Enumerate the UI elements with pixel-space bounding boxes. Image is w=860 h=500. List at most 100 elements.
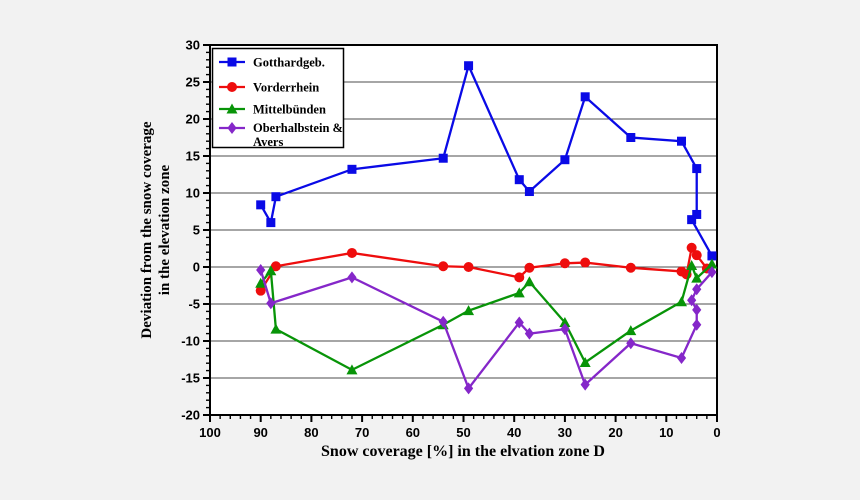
marker-circle	[227, 82, 237, 92]
axes: 100 90 80 70 60 50 40 30 20 10 0-20-15-10-50510152…	[181, 38, 720, 441]
marker-circle	[255, 285, 266, 296]
x-axis-title: Snow coverage [%] in the elvation zone D	[321, 443, 605, 460]
data-series	[255, 61, 718, 395]
series-gotthardgeb	[256, 61, 717, 261]
marker-diamond	[687, 294, 697, 307]
marker-triangle	[265, 265, 277, 276]
marker-triangle	[226, 103, 238, 114]
x-tick-label-90: 90	[253, 425, 267, 440]
marker-square	[266, 218, 276, 228]
x-tick-label-60: 60	[406, 425, 420, 440]
marker-triangle	[270, 323, 282, 334]
y-tick-label-20: 20	[186, 112, 200, 127]
marker-square	[626, 133, 636, 142]
y-tick-label--20: -20	[181, 408, 200, 423]
y-axis-title-line2: in the elevation zone	[157, 164, 173, 295]
marker-diamond	[692, 303, 702, 316]
marker-circle	[346, 247, 357, 258]
y-tick-label-0: 0	[193, 260, 200, 275]
marker-diamond	[463, 382, 474, 395]
y-axis-title-line1: Deviation from the snow coverage	[139, 121, 155, 339]
y-tick-label-10: 10	[186, 186, 200, 201]
marker-square	[464, 61, 474, 71]
x-tick-label-80: 80	[304, 425, 318, 440]
marker-diamond	[438, 315, 448, 328]
marker-circle	[270, 261, 281, 272]
marker-triangle	[559, 317, 571, 327]
marker-square	[707, 251, 717, 261]
marker-diamond	[256, 263, 266, 276]
marker-diamond	[560, 323, 570, 336]
marker-triangle	[686, 260, 698, 271]
marker-circle	[625, 262, 636, 273]
series-line-oberhalbstein-avers	[259, 269, 713, 391]
marker-triangle	[706, 258, 718, 269]
marker-triangle	[579, 356, 591, 367]
marker-triangle	[346, 364, 358, 375]
y-tick-label-25: 25	[186, 75, 200, 90]
x-tick-label-30: 30	[558, 425, 572, 440]
x-tick-label-40: 40	[507, 425, 521, 440]
legend-label-mittelbuenden: Mittelbünden	[253, 103, 326, 117]
marker-circle	[524, 262, 535, 273]
legend-label-gotthardgeb: Gotthardgeb.	[253, 56, 325, 70]
marker-circle	[580, 257, 591, 268]
x-tick-label-70: 70	[355, 425, 369, 440]
legend-label-oberhalbstein-line1: Oberhalbstein &	[253, 121, 343, 135]
legend-label-oberhalbstein-line2: Avers	[253, 135, 283, 149]
marker-square	[227, 57, 237, 67]
y-tick-label--10: -10	[181, 334, 200, 349]
legend-box	[211, 47, 345, 149]
marker-circle	[438, 261, 449, 272]
marker-diamond	[266, 297, 276, 310]
x-tick-label-10: 10	[659, 425, 673, 440]
series-mittelbuenden	[255, 258, 718, 375]
marker-circle	[559, 258, 570, 269]
x-tick-label-20: 20	[608, 425, 622, 440]
marker-diamond	[676, 352, 687, 365]
marker-square	[687, 215, 697, 225]
marker-circle	[514, 272, 525, 283]
marker-diamond	[692, 318, 702, 331]
marker-diamond	[227, 122, 237, 134]
y-tick-label-15: 15	[186, 149, 200, 164]
marker-square	[438, 153, 448, 163]
y-tick-label-5: 5	[193, 223, 200, 238]
series-line-gotthardgeb	[259, 62, 713, 257]
marker-square	[677, 136, 687, 146]
marker-triangle	[691, 272, 703, 283]
x-tick-label-0: 0	[713, 425, 720, 440]
marker-square	[692, 164, 702, 174]
marker-diamond	[707, 266, 717, 279]
marker-square	[580, 92, 590, 102]
marker-circle	[463, 262, 474, 272]
marker-triangle	[625, 325, 637, 336]
marker-diamond	[626, 337, 636, 350]
y-tick-label--5: -5	[188, 297, 200, 312]
marker-square	[560, 155, 570, 165]
y-tick-label-30: 30	[186, 38, 200, 53]
series-oberhalbstein-avers	[256, 263, 717, 395]
marker-diamond	[692, 283, 702, 296]
legend: Gotthardgeb. Vorderrhein Mittelbünden Ob…	[211, 47, 345, 149]
marker-triangle	[255, 277, 267, 288]
x-tick-label-100: 100	[199, 425, 221, 440]
marker-triangle	[523, 276, 535, 287]
marker-circle	[686, 242, 697, 253]
marker-diamond	[580, 378, 590, 391]
marker-triangle	[676, 296, 688, 307]
legend-label-vorderrhein: Vorderrhein	[253, 81, 319, 95]
marker-diamond	[347, 271, 357, 284]
marker-square	[692, 209, 702, 219]
marker-triangle	[463, 305, 475, 316]
marker-triangle	[513, 287, 525, 298]
marker-diamond	[514, 316, 524, 329]
marker-square	[271, 192, 281, 202]
marker-square	[256, 200, 266, 210]
marker-square	[514, 175, 524, 185]
legend-swatches	[219, 57, 245, 134]
y-tick-label--15: -15	[181, 371, 200, 386]
marker-square	[347, 164, 357, 174]
